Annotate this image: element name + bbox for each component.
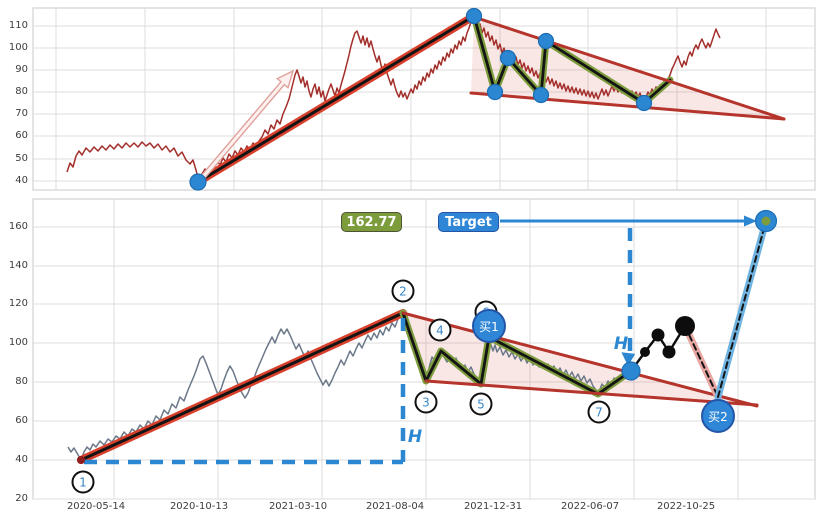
- bottom-y-tick-label: 20: [15, 493, 28, 504]
- pivot-circle-7[interactable]: 7: [587, 400, 611, 424]
- price-dot[interactable]: [675, 316, 695, 336]
- x-tick-label: 2021-08-04: [365, 501, 425, 512]
- bottom-y-tick-label: 100: [8, 337, 28, 348]
- x-tick-label: 2021-03-10: [268, 501, 328, 512]
- impulse-arrow: [200, 69, 295, 180]
- down-arrowhead-icon: [621, 352, 636, 366]
- price-dot[interactable]: [662, 345, 676, 359]
- bottom-y-tick-label: 120: [8, 298, 28, 309]
- price-value-badge[interactable]: 162.77: [341, 212, 402, 232]
- right-arrowhead-icon: [744, 215, 757, 227]
- bottom-plot-area: [32, 198, 816, 500]
- trend-start-dot[interactable]: [77, 456, 85, 464]
- height-label-1: H: [407, 427, 423, 447]
- target-dot-center[interactable]: [761, 216, 771, 226]
- x-tick-label: 2020-10-13: [169, 501, 229, 512]
- pivot-dot[interactable]: [189, 173, 207, 191]
- price-dot[interactable]: [640, 347, 650, 357]
- pivot-dot[interactable]: [635, 94, 653, 112]
- pivot-circle-3[interactable]: 3: [414, 390, 438, 414]
- buy1-marker[interactable]: 买1: [472, 309, 506, 343]
- price-dot[interactable]: [651, 328, 665, 342]
- bottom-y-tick-label: 40: [15, 454, 28, 465]
- top-y-tick-label: 70: [15, 108, 28, 119]
- breakout-dot[interactable]: [621, 361, 641, 381]
- pivot-dot[interactable]: [537, 32, 555, 50]
- pivot-dot[interactable]: [486, 83, 504, 101]
- pivot-circle-4[interactable]: 4: [428, 318, 452, 342]
- x-tick-label: 2022-10-25: [656, 501, 716, 512]
- pivot-dot[interactable]: [532, 86, 550, 104]
- pivot-dot[interactable]: [499, 49, 517, 67]
- top-plot-area: [32, 7, 816, 191]
- top-y-tick-label: 60: [15, 130, 28, 141]
- top-y-tick-label: 110: [8, 20, 28, 31]
- height-label-2: H: [613, 334, 629, 354]
- bottom-y-tick-label: 60: [15, 415, 28, 426]
- pivot-circle-1[interactable]: 1: [71, 470, 95, 494]
- top-y-tick-label: 50: [15, 153, 28, 164]
- x-tick-label: 2020-05-14: [66, 501, 126, 512]
- bottom-y-tick-label: 160: [8, 221, 28, 232]
- x-tick-label: 2021-12-31: [463, 501, 523, 512]
- x-tick-label: 2022-06-07: [560, 501, 620, 512]
- top-y-tick-label: 80: [15, 86, 28, 97]
- pivot-dot[interactable]: [465, 7, 483, 25]
- top-y-tick-label: 100: [8, 42, 28, 53]
- top-y-tick-label: 40: [15, 175, 28, 186]
- target-badge[interactable]: Target: [438, 212, 499, 232]
- pivot-circle-5[interactable]: 5: [469, 392, 493, 416]
- buy2-marker[interactable]: 买2: [701, 399, 735, 433]
- bottom-y-tick-label: 80: [15, 376, 28, 387]
- pivot-circle-2[interactable]: 2: [391, 279, 415, 303]
- bottom-y-tick-label: 140: [8, 260, 28, 271]
- top-y-tick-label: 90: [15, 64, 28, 75]
